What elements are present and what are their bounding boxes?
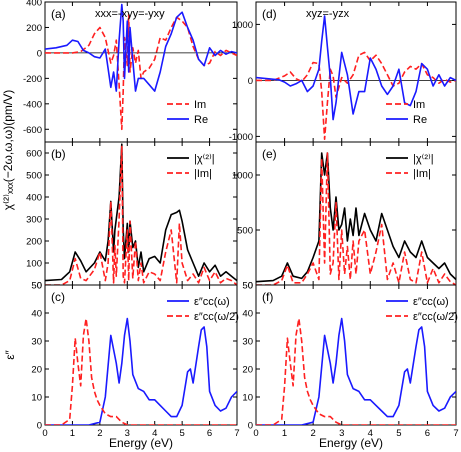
x-tick-label: 5 bbox=[396, 428, 401, 439]
legend-label: |χ⁽²⁾| bbox=[194, 153, 215, 165]
panel-c: 0 1 2 3 4 5 6 7 0 10 20 30 40 50 (c) ε″cc(ω) ε″cc(ω/2) bbox=[31, 281, 239, 440]
x-tick-label: 7 bbox=[453, 428, 458, 439]
legend-label: |Im| bbox=[413, 168, 431, 180]
legend-label: ε″cc(ω) bbox=[194, 296, 230, 308]
y-tick-label: 10 bbox=[242, 393, 253, 404]
y-axis-title-susceptibility: χ⁽²⁾ₓₓₓ(−2ω,ω,ω)(pm/V) bbox=[1, 90, 15, 210]
y-tick-label: 0 bbox=[248, 76, 253, 87]
x-tick-label: 4 bbox=[152, 428, 157, 439]
y-tick-label: 20 bbox=[31, 365, 42, 376]
panel-tag: (a) bbox=[51, 7, 66, 21]
legend-label: Re bbox=[413, 114, 427, 126]
series-line-dashed bbox=[256, 317, 456, 425]
y-tick-label: -600 bbox=[23, 125, 42, 136]
y-tick-label: 30 bbox=[31, 337, 42, 348]
y-tick-label: -200 bbox=[23, 74, 42, 85]
panel-annotation: xyz=-yzx bbox=[306, 8, 350, 20]
x-tick-label: 2 bbox=[97, 428, 102, 439]
y-tick-label: 200 bbox=[26, 237, 42, 248]
y-tick-label: 30 bbox=[242, 337, 253, 348]
y-tick-label: 40 bbox=[31, 309, 42, 320]
y-tick-label: 0 bbox=[37, 421, 42, 432]
series-line-solid bbox=[256, 15, 456, 121]
x-tick-label: 7 bbox=[234, 428, 239, 439]
legend-label: ε″cc(ω/2) bbox=[413, 311, 458, 323]
y-tick-label: 0 bbox=[37, 281, 42, 292]
y-tick-label: 10 bbox=[31, 393, 42, 404]
y-tick-label: 100 bbox=[26, 259, 42, 270]
legend-label: Im bbox=[194, 99, 206, 111]
y-tick-label: 0 bbox=[37, 48, 42, 59]
y-axis-title-epsilon: ε″ bbox=[3, 349, 17, 359]
y-tick-label: 0 bbox=[248, 281, 253, 292]
series-line-solid bbox=[45, 317, 237, 425]
panel-frame bbox=[44, 1, 238, 143]
panel-tag: (f) bbox=[262, 290, 273, 304]
series-line-dashed bbox=[45, 13, 237, 131]
y-tick-label: 400 bbox=[26, 0, 42, 9]
x-tick-label: 6 bbox=[207, 428, 212, 439]
y-tick-label: 1000 bbox=[232, 20, 253, 31]
y-tick-label: 400 bbox=[26, 193, 42, 204]
y-tick-label: 500 bbox=[26, 171, 42, 182]
x-tick-label: 3 bbox=[339, 428, 344, 439]
y-tick-label: -400 bbox=[23, 99, 42, 110]
x-tick-label: 2 bbox=[310, 428, 315, 439]
y-tick-label: 300 bbox=[26, 215, 42, 226]
y-tick-label: 200 bbox=[26, 23, 42, 34]
panel-tag: (d) bbox=[262, 7, 277, 21]
x-axis-title-left: Energy (eV) bbox=[109, 436, 173, 450]
x-tick-label: 0 bbox=[253, 428, 258, 439]
y-tick-label: 0 bbox=[248, 421, 253, 432]
y-tick-label: -1000 bbox=[229, 132, 253, 143]
y-tick-label: 600 bbox=[26, 149, 42, 160]
legend-label: |Im| bbox=[194, 168, 212, 180]
x-tick-label: 3 bbox=[125, 428, 130, 439]
series-line-dashed bbox=[45, 145, 237, 285]
y-tick-label: 20 bbox=[242, 365, 253, 376]
x-tick-label: 1 bbox=[70, 428, 75, 439]
panel-a: -600 -400 -200 0 200 400 (a) xxx=-xyy=-yxy Im Re bbox=[23, 0, 238, 143]
series-line-dashed bbox=[45, 317, 237, 425]
panel-d: -1000 0 1000 (d) xyz=-yzx Im Re bbox=[229, 1, 457, 143]
legend-label: |χ⁽²⁾| bbox=[413, 153, 434, 165]
y-tick-label: 500 bbox=[237, 226, 253, 237]
series-line-dashed bbox=[256, 152, 456, 285]
series-line-solid bbox=[256, 317, 456, 425]
panel-b: 0 100 200 300 400 500 600 (b) |χ⁽²⁾| |Im| bbox=[26, 141, 238, 292]
y-tick-label: 40 bbox=[242, 309, 253, 320]
panel-tag: (e) bbox=[262, 147, 277, 161]
legend-label: ε″cc(ω) bbox=[413, 296, 449, 308]
legend-label: Im bbox=[413, 99, 425, 111]
y-tick-label: 50 bbox=[242, 281, 253, 292]
x-tick-label: 1 bbox=[282, 428, 287, 439]
legend-label: Re bbox=[194, 114, 208, 126]
x-tick-label: 0 bbox=[42, 428, 47, 439]
panel-annotation: xxx=-xyy=-yxy bbox=[95, 8, 165, 20]
legend-label: ε″cc(ω/2) bbox=[194, 311, 239, 323]
y-tick-label: 50 bbox=[31, 281, 42, 292]
x-tick-label: 6 bbox=[425, 428, 430, 439]
series-line-solid bbox=[256, 152, 456, 283]
x-axis-title-right: Energy (eV) bbox=[319, 436, 383, 450]
series-line-dashed bbox=[256, 51, 456, 140]
panel-e: 0 500 1000 (e) |χ⁽²⁾| |Im| bbox=[232, 141, 457, 292]
panel-tag: (b) bbox=[51, 147, 66, 161]
x-tick-label: 5 bbox=[179, 428, 184, 439]
x-tick-label: 4 bbox=[368, 428, 373, 439]
y-tick-label: 1000 bbox=[232, 171, 253, 182]
panel-f: 0 1 2 3 4 5 6 7 0 10 20 30 40 50 (f) ε″cc(ω) ε″cc(ω/2) bbox=[242, 281, 458, 440]
panel-tag: (c) bbox=[51, 290, 65, 304]
series-line-solid bbox=[45, 3, 237, 92]
